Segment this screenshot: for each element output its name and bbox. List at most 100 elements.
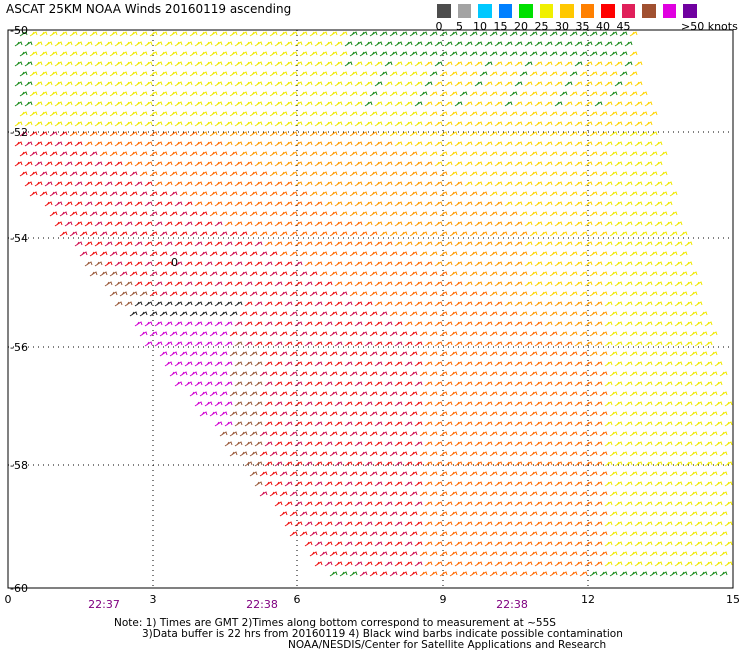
wind-barb (720, 432, 727, 436)
wind-barb (200, 72, 207, 76)
wind-barb (225, 322, 232, 326)
wind-barb (125, 62, 132, 66)
wind-barb (535, 542, 542, 546)
wind-barb (335, 142, 342, 146)
wind-barb (255, 62, 262, 66)
wind-barb (375, 302, 382, 306)
wind-barb (200, 392, 207, 396)
wind-barb (110, 172, 117, 176)
wind-barb (265, 302, 272, 306)
wind-barb (300, 132, 307, 136)
wind-barb (715, 502, 722, 506)
wind-barb (640, 512, 647, 516)
wind-barb (340, 72, 347, 76)
wind-barb (255, 102, 262, 106)
wind-barb (610, 92, 617, 96)
wind-barb (355, 62, 362, 66)
wind-barb (640, 492, 647, 496)
wind-barb (135, 122, 142, 126)
wind-barb (445, 82, 452, 86)
wind-barb (70, 232, 77, 236)
wind-barb (540, 252, 547, 256)
wind-barb (635, 342, 642, 346)
wind-barb (75, 222, 82, 226)
wind-barb (645, 482, 652, 486)
wind-barb (570, 532, 577, 536)
wind-barb (420, 72, 427, 76)
wind-barb (395, 182, 402, 186)
wind-barb (315, 82, 322, 86)
wind-barb (340, 152, 347, 156)
wind-barb (560, 172, 567, 176)
wind-barb (230, 72, 237, 76)
wind-barb (625, 122, 632, 126)
wind-barb (630, 572, 637, 576)
wind-barb (470, 172, 477, 176)
wind-barb (450, 392, 457, 396)
wind-barb (345, 402, 352, 406)
wind-barb (300, 272, 307, 276)
wind-barb (110, 92, 117, 96)
wind-barb (555, 382, 562, 386)
wind-barb (530, 112, 537, 116)
wind-barb (500, 332, 507, 336)
wind-barb (270, 232, 277, 236)
wind-barb (350, 152, 357, 156)
wind-barb (430, 272, 437, 276)
wind-barb (140, 32, 147, 36)
wind-barb (260, 332, 267, 336)
wind-barb (610, 292, 617, 296)
wind-barb (455, 362, 462, 366)
wind-barb (610, 132, 617, 136)
wind-barb (35, 42, 42, 46)
wind-barb (390, 72, 397, 76)
wind-barb (395, 202, 402, 206)
wind-barb (305, 482, 312, 486)
wind-barb (635, 162, 642, 166)
wind-barb (155, 42, 162, 46)
wind-barb (580, 292, 587, 296)
wind-barb (600, 192, 607, 196)
wind-barb (160, 172, 167, 176)
wind-barb (455, 222, 462, 226)
wind-barb (530, 312, 537, 316)
wind-barb (445, 202, 452, 206)
wind-barb (190, 232, 197, 236)
wind-barb (610, 352, 617, 356)
wind-barb (465, 402, 472, 406)
wind-barb (455, 522, 462, 526)
wind-barb (185, 362, 192, 366)
wind-barb (530, 292, 537, 296)
wind-barb (485, 302, 492, 306)
wind-barb (255, 42, 262, 46)
wind-barb (520, 72, 527, 76)
wind-barb (435, 222, 442, 226)
wind-barb (320, 372, 327, 376)
wind-barb (495, 342, 502, 346)
wind-barb (170, 132, 177, 136)
wind-barb (335, 422, 342, 426)
wind-barb (465, 562, 472, 566)
wind-barb (590, 412, 597, 416)
wind-barb (190, 212, 197, 216)
wind-barb (385, 302, 392, 306)
wind-barb (190, 172, 197, 176)
wind-barb (250, 412, 257, 416)
wind-barb (455, 542, 462, 546)
wind-barb (625, 362, 632, 366)
wind-barb (370, 572, 377, 576)
wind-barb (375, 162, 382, 166)
wind-barb (235, 142, 242, 146)
wind-barb (90, 72, 97, 76)
wind-barb (100, 132, 107, 136)
wind-barb (335, 442, 342, 446)
wind-barb (500, 352, 507, 356)
wind-barb (145, 202, 152, 206)
wind-barb (110, 152, 117, 156)
wind-barb (485, 422, 492, 426)
wind-barb (715, 562, 722, 566)
wind-barb (360, 72, 367, 76)
wind-barb (430, 172, 437, 176)
wind-barb (285, 302, 292, 306)
wind-barb (355, 262, 362, 266)
